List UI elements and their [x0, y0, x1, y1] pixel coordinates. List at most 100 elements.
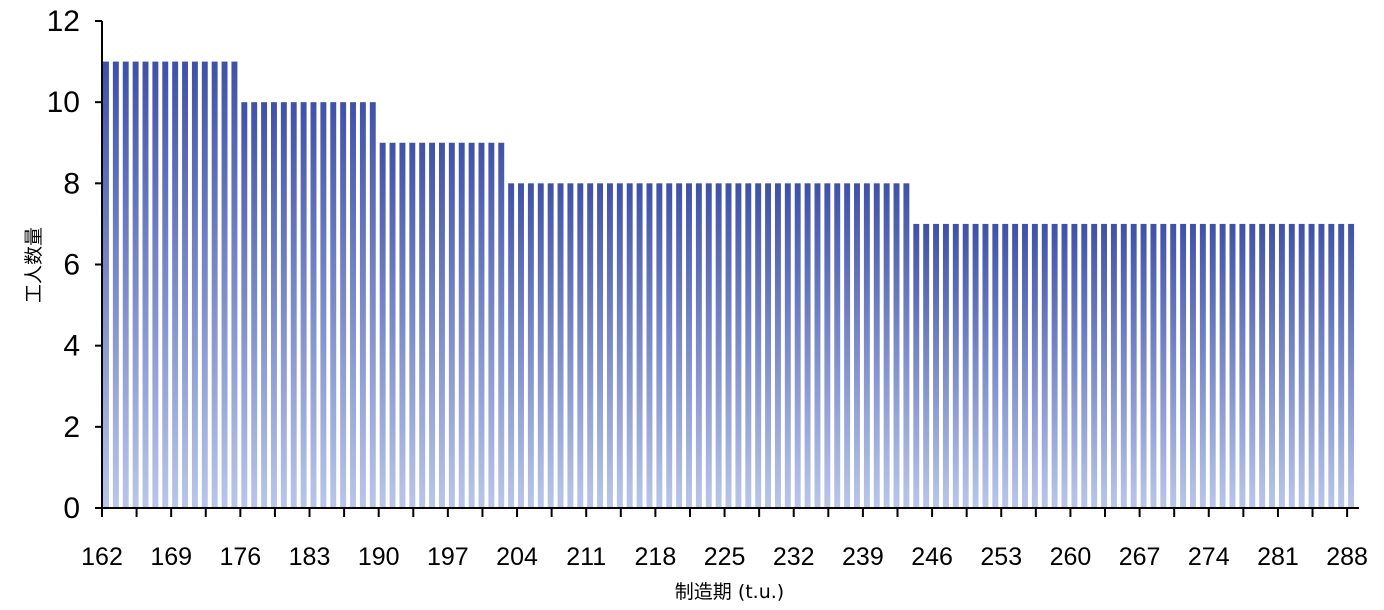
- bar-191: [389, 142, 396, 508]
- bar-211: [587, 183, 594, 508]
- bar-215: [626, 183, 633, 508]
- bar-241: [883, 183, 890, 508]
- bar-249: [962, 223, 969, 509]
- x-tick-label: 288: [1326, 543, 1368, 571]
- bar-234: [814, 183, 821, 508]
- y-tick-labels: 0 2 4 6 8 10 12: [47, 5, 80, 525]
- bar-235: [824, 183, 831, 508]
- bar-277: [1239, 223, 1246, 509]
- bar-227: [745, 183, 752, 508]
- bar-224: [715, 183, 722, 508]
- bar-171: [191, 61, 198, 508]
- bar-284: [1308, 223, 1315, 509]
- x-tick-label: 281: [1257, 543, 1299, 571]
- bar-237: [844, 183, 851, 508]
- axes-group: [95, 20, 1359, 517]
- bars-group: [103, 61, 1355, 509]
- bar-216: [636, 183, 643, 508]
- bar-242: [893, 183, 900, 508]
- bar-185: [330, 102, 337, 509]
- bar-196: [438, 142, 445, 508]
- bar-254: [1012, 223, 1019, 509]
- bar-210: [577, 183, 584, 508]
- bar-272: [1190, 223, 1196, 509]
- bar-162: [103, 61, 109, 508]
- bar-223: [705, 183, 712, 508]
- x-tick-label: 260: [1050, 543, 1092, 571]
- bar-170: [182, 61, 188, 508]
- bar-256: [1031, 223, 1038, 509]
- bar-193: [409, 142, 416, 508]
- bar-212: [597, 183, 604, 508]
- bar-194: [419, 142, 426, 508]
- bar-195: [429, 142, 436, 508]
- bar-267: [1140, 223, 1147, 509]
- x-axis-label: 制造期 (t.u.): [675, 581, 784, 603]
- bar-205: [527, 183, 534, 508]
- bar-274: [1209, 223, 1216, 509]
- x-tick-label: 267: [1119, 543, 1161, 571]
- bar-221: [686, 183, 692, 508]
- bar-270: [1170, 223, 1177, 509]
- bar-172: [201, 61, 208, 508]
- bar-260: [1071, 223, 1078, 509]
- bar-179: [270, 102, 277, 509]
- bar-186: [340, 102, 347, 509]
- x-tick-label: 225: [704, 543, 746, 571]
- x-tick-label: 253: [980, 543, 1022, 571]
- bar-229: [765, 183, 772, 508]
- bar-203: [508, 183, 515, 508]
- bar-253: [1002, 223, 1009, 509]
- bar-240: [873, 183, 880, 508]
- bar-263: [1101, 223, 1107, 509]
- bar-177: [251, 102, 258, 509]
- bar-220: [676, 183, 683, 508]
- bar-217: [646, 183, 653, 508]
- bar-266: [1130, 223, 1137, 509]
- bar-226: [735, 183, 742, 508]
- bar-252: [992, 223, 999, 509]
- bar-190: [379, 142, 386, 508]
- bar-175: [231, 61, 238, 508]
- bar-269: [1160, 223, 1167, 509]
- bar-192: [399, 142, 406, 508]
- y-tick-label: 4: [63, 330, 80, 363]
- bar-187: [350, 102, 356, 509]
- bar-167: [152, 61, 159, 508]
- bar-244: [913, 223, 920, 509]
- bar-182: [300, 102, 307, 509]
- bar-197: [448, 142, 455, 508]
- y-tick-label: 8: [63, 167, 80, 200]
- x-tick-label: 183: [289, 543, 331, 571]
- bar-174: [221, 61, 228, 508]
- bar-184: [320, 102, 327, 509]
- bar-268: [1150, 223, 1157, 509]
- bar-180: [280, 102, 287, 509]
- bar-251: [982, 223, 989, 509]
- bar-207: [547, 183, 554, 508]
- bar-178: [261, 102, 268, 509]
- x-tick-label: 274: [1188, 543, 1230, 571]
- x-tick-label: 162: [81, 543, 123, 571]
- bar-282: [1288, 223, 1295, 509]
- bar-206: [537, 183, 544, 508]
- bar-164: [122, 61, 129, 508]
- x-tick-labels: 162 169 176 183 190 197 204 211 218 225 232 239 246 2…: [81, 543, 1368, 571]
- bar-165: [132, 61, 139, 508]
- x-tick-label: 204: [496, 543, 538, 571]
- bar-247: [942, 223, 949, 509]
- bar-257: [1041, 223, 1048, 509]
- bar-208: [557, 183, 564, 508]
- bar-214: [616, 183, 623, 508]
- bar-199: [468, 142, 475, 508]
- bar-231: [784, 183, 791, 508]
- bar-276: [1229, 223, 1236, 509]
- bar-181: [290, 102, 297, 509]
- bar-262: [1091, 223, 1098, 509]
- x-tick-label: 176: [219, 543, 261, 571]
- x-tick-label: 218: [635, 543, 677, 571]
- bar-222: [695, 183, 702, 508]
- bar-204: [518, 183, 524, 508]
- x-tick-label: 239: [842, 543, 884, 571]
